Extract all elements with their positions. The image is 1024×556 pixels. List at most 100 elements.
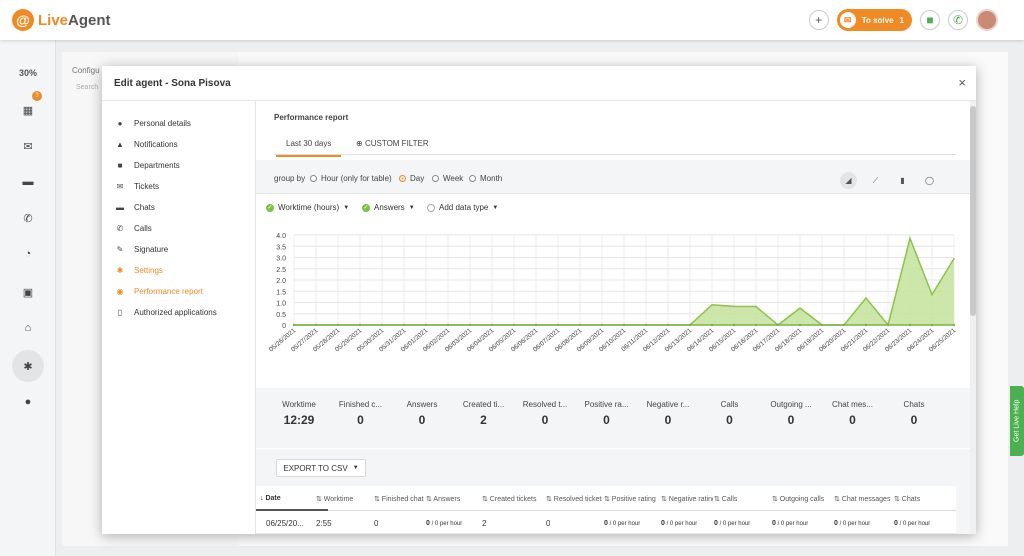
tickets-badge: 3 <box>32 91 42 101</box>
chats-icon[interactable]: ▬ <box>22 176 34 188</box>
answers-point <box>446 323 450 327</box>
radio-day[interactable] <box>399 175 406 182</box>
configuration-search[interactable]: Search <box>76 84 99 91</box>
column-header[interactable]: ⇅ Created tickets <box>482 496 537 503</box>
scrollbar-thumb[interactable] <box>970 106 976 316</box>
report-title: Performance report <box>274 113 349 122</box>
summary-4: Resolved t... 0 <box>514 400 576 427</box>
table-cell: 06/25/20... <box>266 519 304 528</box>
knowledgebase-icon[interactable]: ⌂ <box>24 322 32 334</box>
logo-text: LiveAgent <box>38 11 111 29</box>
table-cell: 0 / 0 per hour <box>894 520 931 527</box>
summary-label: Outgoing ... <box>770 400 812 409</box>
answers-point <box>358 323 362 327</box>
group-hour[interactable]: Hour (only for table) <box>310 174 392 183</box>
reports-icon[interactable]: ◔ <box>24 248 32 260</box>
bar-chart-icon[interactable]: ▮ <box>900 176 905 185</box>
summary-value: 12:29 <box>283 413 315 427</box>
scrollbar[interactable] <box>970 101 976 534</box>
radio-hour[interactable] <box>310 175 317 182</box>
summary-value: 0 <box>664 413 672 427</box>
calls-icon[interactable]: ✆ <box>23 212 33 225</box>
to-solve-button[interactable]: ✉ To solve 1 <box>836 9 912 31</box>
configuration-title: Configu <box>72 66 100 75</box>
answers-point <box>578 323 582 327</box>
radio-month[interactable] <box>469 175 476 182</box>
tickets-icon[interactable]: ✉ <box>23 140 33 153</box>
y-tick-label: 1.0 <box>276 301 286 308</box>
nav-authorized-applications[interactable]: ▯ Authorized applications <box>115 308 217 317</box>
group-week[interactable]: Week <box>432 174 463 183</box>
column-header[interactable]: ⇅ Finished chats <box>374 496 424 503</box>
logo[interactable]: @ LiveAgent <box>12 9 111 31</box>
group-month[interactable]: Month <box>469 174 502 183</box>
area-chart-icon[interactable]: ◢ <box>840 172 857 189</box>
table-cell: 0 / 0 per hour <box>834 520 871 527</box>
worktime-point <box>711 303 713 306</box>
nav-personal-details[interactable]: ● Personal details <box>115 119 191 128</box>
close-icon[interactable]: × <box>958 75 966 90</box>
modal-header: Edit agent - Sona Pisova × <box>102 66 976 101</box>
header-divider <box>256 510 956 511</box>
chat-status-icon[interactable]: ■ <box>920 10 940 30</box>
phone-status-icon[interactable]: ✆ <box>948 10 968 30</box>
group-day[interactable]: Day <box>399 174 424 183</box>
nav-settings[interactable]: ✱ Settings <box>116 266 163 275</box>
column-header[interactable]: ⇅ Chat messages <box>834 496 891 503</box>
configuration-gear-icon[interactable]: ✱ <box>12 350 44 382</box>
nav-signature[interactable]: ✎ Signature <box>116 245 169 254</box>
radio-week[interactable] <box>432 175 439 182</box>
worktime-point <box>799 307 801 309</box>
summary-label: Chat mes... <box>832 400 873 409</box>
answers-point <box>688 323 692 327</box>
nav-performance-report[interactable]: ◉ Performance report <box>116 287 203 296</box>
nav-chats[interactable]: ▬ Chats <box>116 203 155 212</box>
line-chart-icon[interactable]: ⟋ <box>872 175 879 185</box>
contacts-icon[interactable]: ▣ <box>22 286 34 299</box>
add-icon[interactable]: + <box>808 10 829 30</box>
onboarding-progress[interactable]: 30% <box>18 68 37 78</box>
summary-value: 0 <box>787 413 795 427</box>
column-header[interactable]: ⇅ Resolved tickets <box>546 496 602 503</box>
legend-worktime[interactable]: ✓ Worktime (hours) ▼ <box>266 203 350 212</box>
summary-value: 0 <box>603 413 610 427</box>
column-header[interactable]: ⇅ Chats <box>894 496 921 503</box>
pie-chart-icon[interactable]: ◯ <box>925 176 934 185</box>
summary-10: Chats 0 <box>883 400 945 427</box>
plugins-icon[interactable]: ● <box>24 396 32 408</box>
tab-last-30-days[interactable]: Last 30 days <box>276 139 342 157</box>
nav-departments[interactable]: ■ Departments <box>115 161 180 170</box>
summary-label: Positive ra... <box>584 400 629 409</box>
nav-tickets[interactable]: ✉ Tickets <box>116 182 160 191</box>
folder-icon: ■ <box>117 161 123 170</box>
group-by-bar: group by Hour (only for table) Day Week … <box>256 160 972 194</box>
summary-label: Created ti... <box>462 400 505 409</box>
column-header[interactable]: ↓ Date <box>260 495 281 502</box>
column-header[interactable]: ⇅ Answers <box>426 496 461 503</box>
nav-notifications[interactable]: ▲ Notifications <box>116 140 178 149</box>
summary-row: Worktime 12:29 Finished c... 0 Answers 0 Creat… <box>256 388 972 448</box>
column-header[interactable]: ⇅ Outgoing calls <box>772 496 825 503</box>
answers-point <box>380 323 384 327</box>
to-solve-count: 1 <box>899 15 904 25</box>
performance-chart: 00.51.01.52.02.53.03.54.005/26/202105/27… <box>268 233 958 353</box>
avatar[interactable] <box>976 9 998 31</box>
export-csv-button[interactable]: EXPORT TO CSV ▼ <box>276 459 366 477</box>
column-header[interactable]: ⇅ Calls <box>714 496 738 503</box>
legend-answers[interactable]: ✓ Answers ▼ <box>362 203 415 212</box>
add-data-type[interactable]: Add data type ▼ <box>427 203 498 212</box>
live-help-tab[interactable]: Get Live Help <box>1010 386 1024 456</box>
table-cell: 0 <box>374 519 379 528</box>
answers-point <box>820 323 824 327</box>
answers-point <box>512 323 516 327</box>
nav-calls[interactable]: ✆ Calls <box>116 224 152 233</box>
column-header[interactable]: ⇅ Negative rating <box>661 496 713 503</box>
answers-point <box>952 323 956 327</box>
summary-value: 0 <box>541 413 549 427</box>
filter-icon: ⊕ <box>356 139 363 148</box>
dashboard-icon[interactable]: ▦ <box>22 104 34 117</box>
chevron-down-icon: ▼ <box>492 204 499 211</box>
column-header[interactable]: ⇅ Worktime <box>316 496 354 503</box>
tab-custom-filter[interactable]: ⊕ CUSTOM FILTER <box>356 139 429 148</box>
column-header[interactable]: ⇅ Positive rating <box>604 496 656 503</box>
